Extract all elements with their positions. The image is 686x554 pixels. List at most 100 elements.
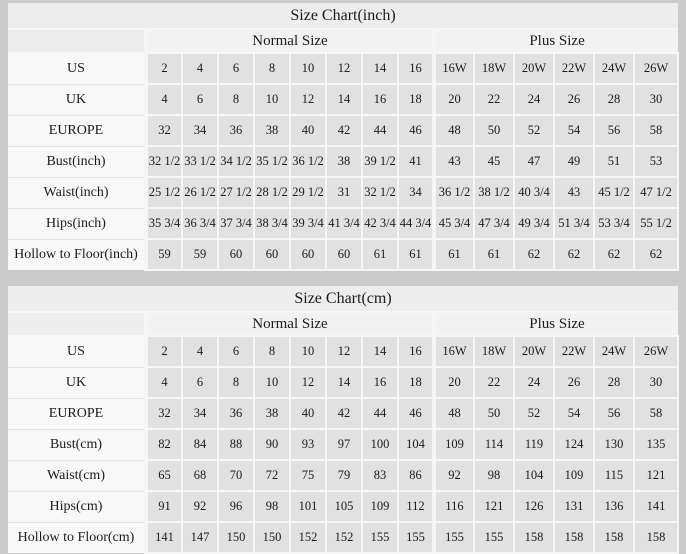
- size-cell: 83: [361, 459, 399, 492]
- size-cell: 40: [289, 397, 327, 430]
- size-cell: 47: [513, 145, 555, 178]
- size-cell: 38: [253, 114, 291, 147]
- group-header-plus: Plus Size: [431, 312, 679, 337]
- table-title: Size Chart(cm): [8, 286, 679, 313]
- size-cell: 16: [361, 366, 399, 399]
- size-cell: 43: [432, 145, 475, 178]
- table-row: US 2 4 6 8 10 12 14 16 16W 18W 20W 22W 24W 26W: [8, 52, 680, 85]
- size-cell: 26W: [632, 335, 680, 368]
- size-cell: 25 1/2: [145, 176, 183, 209]
- size-cell: 55 1/2: [632, 207, 680, 240]
- row-label: Hips(cm): [8, 490, 148, 522]
- size-cell: 61: [473, 238, 515, 271]
- size-cell: 14: [325, 366, 363, 399]
- size-cell: 52: [513, 114, 555, 147]
- size-cell: 33 1/2: [181, 145, 219, 178]
- size-cell: 131: [553, 490, 595, 523]
- table-title-row: Size Chart(inch): [8, 3, 679, 30]
- size-cell: 86: [397, 459, 435, 492]
- size-cell: 36 1/2: [432, 176, 475, 209]
- size-cell: 88: [217, 428, 255, 461]
- size-cell: 155: [473, 521, 515, 554]
- column-group-row: Normal Size Plus Size: [8, 312, 679, 337]
- size-cell: 45 3/4: [432, 207, 475, 240]
- size-cell: 10: [253, 366, 291, 399]
- corner-cell: [8, 312, 148, 337]
- size-chart-page: Size Chart(inch) Normal Size Plus Size US 2 4…: [8, 3, 680, 554]
- size-cell: 158: [553, 521, 595, 554]
- size-cell: 96: [217, 490, 255, 523]
- size-cell: 158: [513, 521, 555, 554]
- size-cell: 38: [253, 397, 291, 430]
- size-cell: 45: [473, 145, 515, 178]
- size-cell: 6: [217, 52, 255, 85]
- size-cell: 44 3/4: [397, 207, 435, 240]
- table-row: Waist(inch) 25 1/2 26 1/2 27 1/2 28 1/2 29 1/…: [8, 176, 680, 209]
- size-cell: 31: [325, 176, 363, 209]
- size-cell: 44: [361, 397, 399, 430]
- table-row: US 2 4 6 8 10 12 14 16 16W 18W 20W 22W 24W 26W: [8, 335, 680, 368]
- size-cell: 46: [397, 397, 435, 430]
- size-chart-inch-body: Size Chart(inch) Normal Size Plus Size US 2 4…: [8, 3, 680, 271]
- size-cell: 18W: [473, 335, 515, 368]
- size-cell: 16: [361, 83, 399, 116]
- row-label: Waist(inch): [8, 176, 148, 208]
- size-cell: 158: [593, 521, 635, 554]
- size-cell: 24: [513, 366, 555, 399]
- column-group-row: Normal Size Plus Size: [8, 29, 679, 54]
- size-cell: 93: [289, 428, 327, 461]
- size-cell: 46: [397, 114, 435, 147]
- size-cell: 16W: [432, 52, 475, 85]
- size-cell: 97: [325, 428, 363, 461]
- size-cell: 42: [325, 397, 363, 430]
- size-cell: 84: [181, 428, 219, 461]
- table-row: Hips(inch) 35 3/4 36 3/4 37 3/4 38 3/4 39 3/4…: [8, 207, 680, 240]
- size-cell: 49: [553, 145, 595, 178]
- size-cell: 68: [181, 459, 219, 492]
- size-cell: 6: [217, 335, 255, 368]
- size-cell: 36 3/4: [181, 207, 219, 240]
- size-cell: 82: [145, 428, 183, 461]
- size-cell: 12: [289, 366, 327, 399]
- size-cell: 4: [145, 83, 183, 116]
- size-cell: 4: [181, 335, 219, 368]
- size-cell: 101: [289, 490, 327, 523]
- size-cell: 50: [473, 114, 515, 147]
- table-row: Bust(inch) 32 1/2 33 1/2 34 1/2 35 1/2 36 1/2…: [8, 145, 680, 178]
- size-cell: 34: [181, 397, 219, 430]
- size-cell: 22W: [553, 52, 595, 85]
- row-label: US: [8, 52, 148, 84]
- size-cell: 4: [145, 366, 183, 399]
- size-cell: 147: [181, 521, 219, 554]
- size-cell: 28: [593, 366, 635, 399]
- size-cell: 27 1/2: [217, 176, 255, 209]
- size-cell: 52: [513, 397, 555, 430]
- size-cell: 50: [473, 397, 515, 430]
- size-cell: 14: [325, 83, 363, 116]
- size-cell: 8: [253, 335, 291, 368]
- size-cell: 60: [289, 238, 327, 271]
- table-title: Size Chart(inch): [8, 3, 679, 30]
- table-row: Hollow to Floor(cm) 141 147 150 150 152 152 155…: [8, 521, 680, 554]
- size-cell: 36: [217, 397, 255, 430]
- size-cell: 124: [553, 428, 595, 461]
- size-cell: 24W: [593, 335, 635, 368]
- row-label: Bust(cm): [8, 428, 148, 460]
- size-cell: 2: [145, 52, 183, 85]
- size-cell: 43: [553, 176, 595, 209]
- size-cell: 38: [325, 145, 363, 178]
- row-label: Hips(inch): [8, 207, 148, 239]
- table-title-row: Size Chart(cm): [8, 286, 679, 313]
- size-cell: 114: [473, 428, 515, 461]
- size-cell: 109: [553, 459, 595, 492]
- corner-cell: [8, 29, 148, 54]
- size-cell: 51 3/4: [553, 207, 595, 240]
- size-cell: 36: [217, 114, 255, 147]
- table-row: UK 4 6 8 10 12 14 16 18 20 22 24 26 28 30: [8, 366, 680, 399]
- size-cell: 62: [593, 238, 635, 271]
- group-header-normal: Normal Size: [146, 312, 434, 337]
- size-cell: 39 3/4: [289, 207, 327, 240]
- size-cell: 91: [145, 490, 183, 523]
- size-cell: 48: [432, 397, 475, 430]
- size-cell: 36 1/2: [289, 145, 327, 178]
